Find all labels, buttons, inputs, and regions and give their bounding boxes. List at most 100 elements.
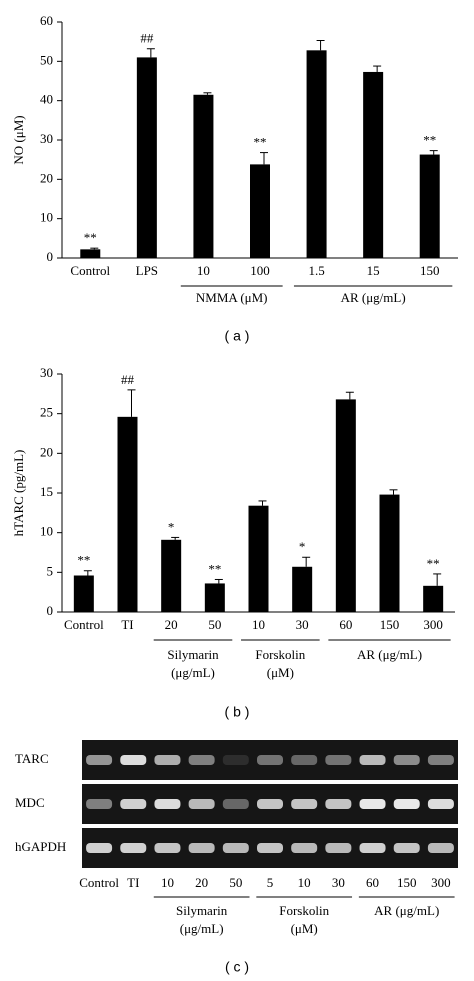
x-tick-label: 50: [208, 617, 221, 632]
x-tick-label: 30: [296, 617, 309, 632]
bar: [136, 57, 157, 259]
x-tick-label: TI: [121, 617, 133, 632]
band: [154, 755, 181, 765]
band: [120, 755, 147, 765]
bar: [161, 539, 182, 612]
y-tick-label: 10: [40, 210, 53, 225]
x-tick-label: 1.5: [308, 263, 324, 278]
y-tick-label: 60: [40, 13, 53, 28]
band: [291, 843, 318, 853]
band: [427, 755, 454, 765]
band: [86, 843, 113, 853]
y-tick-label: 50: [40, 52, 53, 67]
y-tick-label: 0: [47, 603, 54, 618]
y-tick-label: 15: [40, 484, 53, 499]
band: [359, 799, 386, 809]
lane-label: TI: [127, 875, 139, 890]
caption: ( b ): [225, 704, 250, 720]
group-label: (μg/mL): [171, 665, 215, 680]
y-tick-label: 5: [47, 563, 54, 578]
group-label: (μM): [291, 921, 318, 936]
group-label: (μM): [267, 665, 294, 680]
y-axis-title: NO (μM): [11, 115, 26, 164]
lane-label: 60: [366, 875, 379, 890]
lane-label: 5: [267, 875, 274, 890]
lane-label: 150: [397, 875, 417, 890]
y-tick-label: 20: [40, 444, 53, 459]
significance-label: **: [208, 561, 221, 576]
bar: [335, 399, 356, 612]
group-label: Silymarin: [176, 903, 228, 918]
bar: [80, 249, 101, 258]
y-tick-label: 20: [40, 170, 53, 185]
lane-label: 10: [161, 875, 174, 890]
group-label: Silymarin: [167, 647, 219, 662]
row-label: hGAPDH: [15, 839, 66, 854]
x-tick-label: 100: [250, 263, 270, 278]
band: [257, 799, 283, 809]
significance-label: **: [84, 230, 97, 245]
x-tick-label: Control: [70, 263, 110, 278]
band: [188, 843, 215, 853]
lane-label: 10: [298, 875, 311, 890]
group-label: AR (μg/mL): [374, 903, 439, 918]
lane-label: 20: [195, 875, 208, 890]
significance-label: *: [299, 539, 306, 554]
band: [393, 755, 420, 765]
group-label: NMMA (μM): [196, 290, 268, 305]
band: [154, 843, 181, 853]
bar: [379, 494, 400, 612]
bar: [204, 583, 225, 612]
bar: [292, 566, 313, 612]
lane-label: 50: [229, 875, 242, 890]
band: [359, 843, 386, 853]
y-tick-label: 30: [40, 131, 53, 146]
y-tick-label: 25: [40, 405, 53, 420]
significance-label: **: [427, 556, 440, 571]
row-label: MDC: [15, 795, 45, 810]
caption: ( a ): [225, 328, 250, 344]
group-label: AR (μg/mL): [357, 647, 422, 662]
band: [222, 755, 249, 765]
group-label: Forskolin: [279, 903, 329, 918]
bar: [250, 164, 270, 258]
band: [325, 755, 352, 765]
x-tick-label: 150: [380, 617, 400, 632]
band: [325, 843, 352, 853]
bar: [363, 71, 384, 258]
lane-label: Control: [79, 875, 119, 890]
band: [86, 755, 113, 765]
bar: [248, 505, 269, 612]
bar: [193, 94, 214, 259]
band: [154, 799, 181, 809]
band: [359, 755, 386, 765]
y-tick-label: 30: [40, 365, 53, 380]
band: [427, 799, 454, 809]
y-tick-label: 0: [47, 249, 54, 264]
lane-label: 30: [332, 875, 345, 890]
row-label: TARC: [15, 751, 49, 766]
band: [222, 843, 249, 853]
significance-label: ##: [121, 372, 135, 387]
band: [257, 755, 283, 765]
group-label: Forskolin: [255, 647, 305, 662]
band: [188, 755, 215, 765]
band: [427, 843, 454, 853]
y-axis-title: hTARC (pg/mL): [11, 450, 26, 537]
x-tick-label: 20: [165, 617, 178, 632]
y-tick-label: 40: [40, 92, 53, 107]
significance-label: *: [168, 519, 175, 534]
bar: [423, 585, 444, 612]
band: [188, 799, 215, 809]
y-tick-label: 10: [40, 524, 53, 539]
band: [120, 799, 147, 809]
significance-label: **: [254, 135, 267, 150]
bar: [73, 575, 94, 612]
band: [120, 843, 147, 853]
bar: [306, 50, 327, 258]
bar: [117, 416, 138, 612]
significance-label: ##: [140, 31, 154, 46]
x-tick-label: 60: [339, 617, 352, 632]
x-tick-label: 150: [420, 263, 440, 278]
